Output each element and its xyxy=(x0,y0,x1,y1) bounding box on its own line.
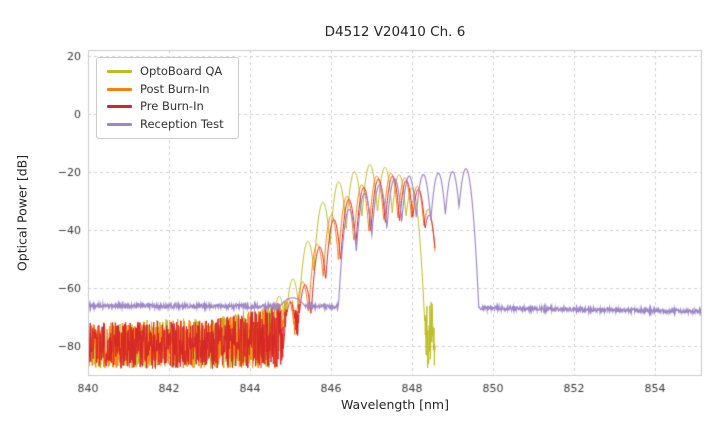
legend-label: Post Burn-In xyxy=(140,81,210,96)
legend-label: Reception Test xyxy=(140,116,224,131)
legend-label: Pre Burn-In xyxy=(140,99,204,113)
chart-title: D4512 V20410 Ch. 6 xyxy=(324,24,466,40)
legend-label: OptoBoard QA xyxy=(140,64,223,78)
legend-item-pre-burn-in: Pre Burn-In xyxy=(107,99,224,113)
legend-line-swatch xyxy=(107,70,132,74)
legend-line-swatch xyxy=(107,105,132,109)
y-axis-label: Optical Power [dB] xyxy=(14,154,30,272)
legend-line-swatch xyxy=(107,87,132,91)
legend-item-reception-test: Reception Test xyxy=(107,116,224,131)
x-axis-label: Wavelength [nm] xyxy=(341,397,449,412)
legend-item-optoboard-qa: OptoBoard QA xyxy=(107,64,224,78)
legend: OptoBoard QA Post Burn-In Pre Burn-In Recep… xyxy=(96,57,239,139)
legend-item-post-burn-in: Post Burn-In xyxy=(107,81,224,96)
legend-line-swatch xyxy=(107,122,132,126)
